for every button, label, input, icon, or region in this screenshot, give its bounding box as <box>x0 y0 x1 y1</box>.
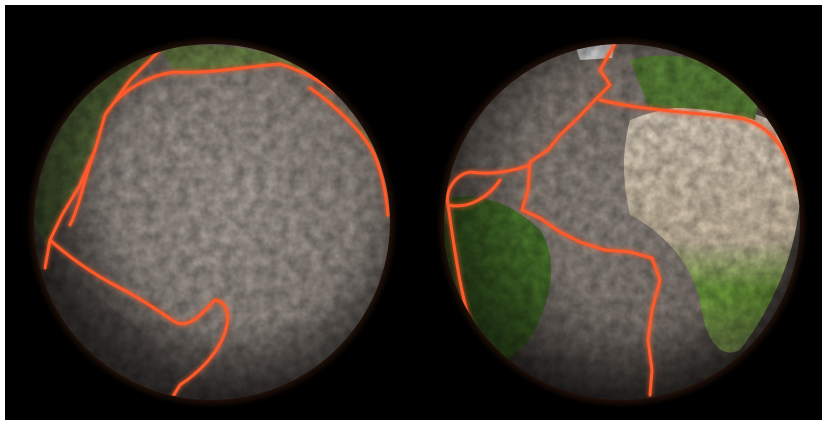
right-globe <box>436 36 808 408</box>
left-globe <box>26 36 398 408</box>
